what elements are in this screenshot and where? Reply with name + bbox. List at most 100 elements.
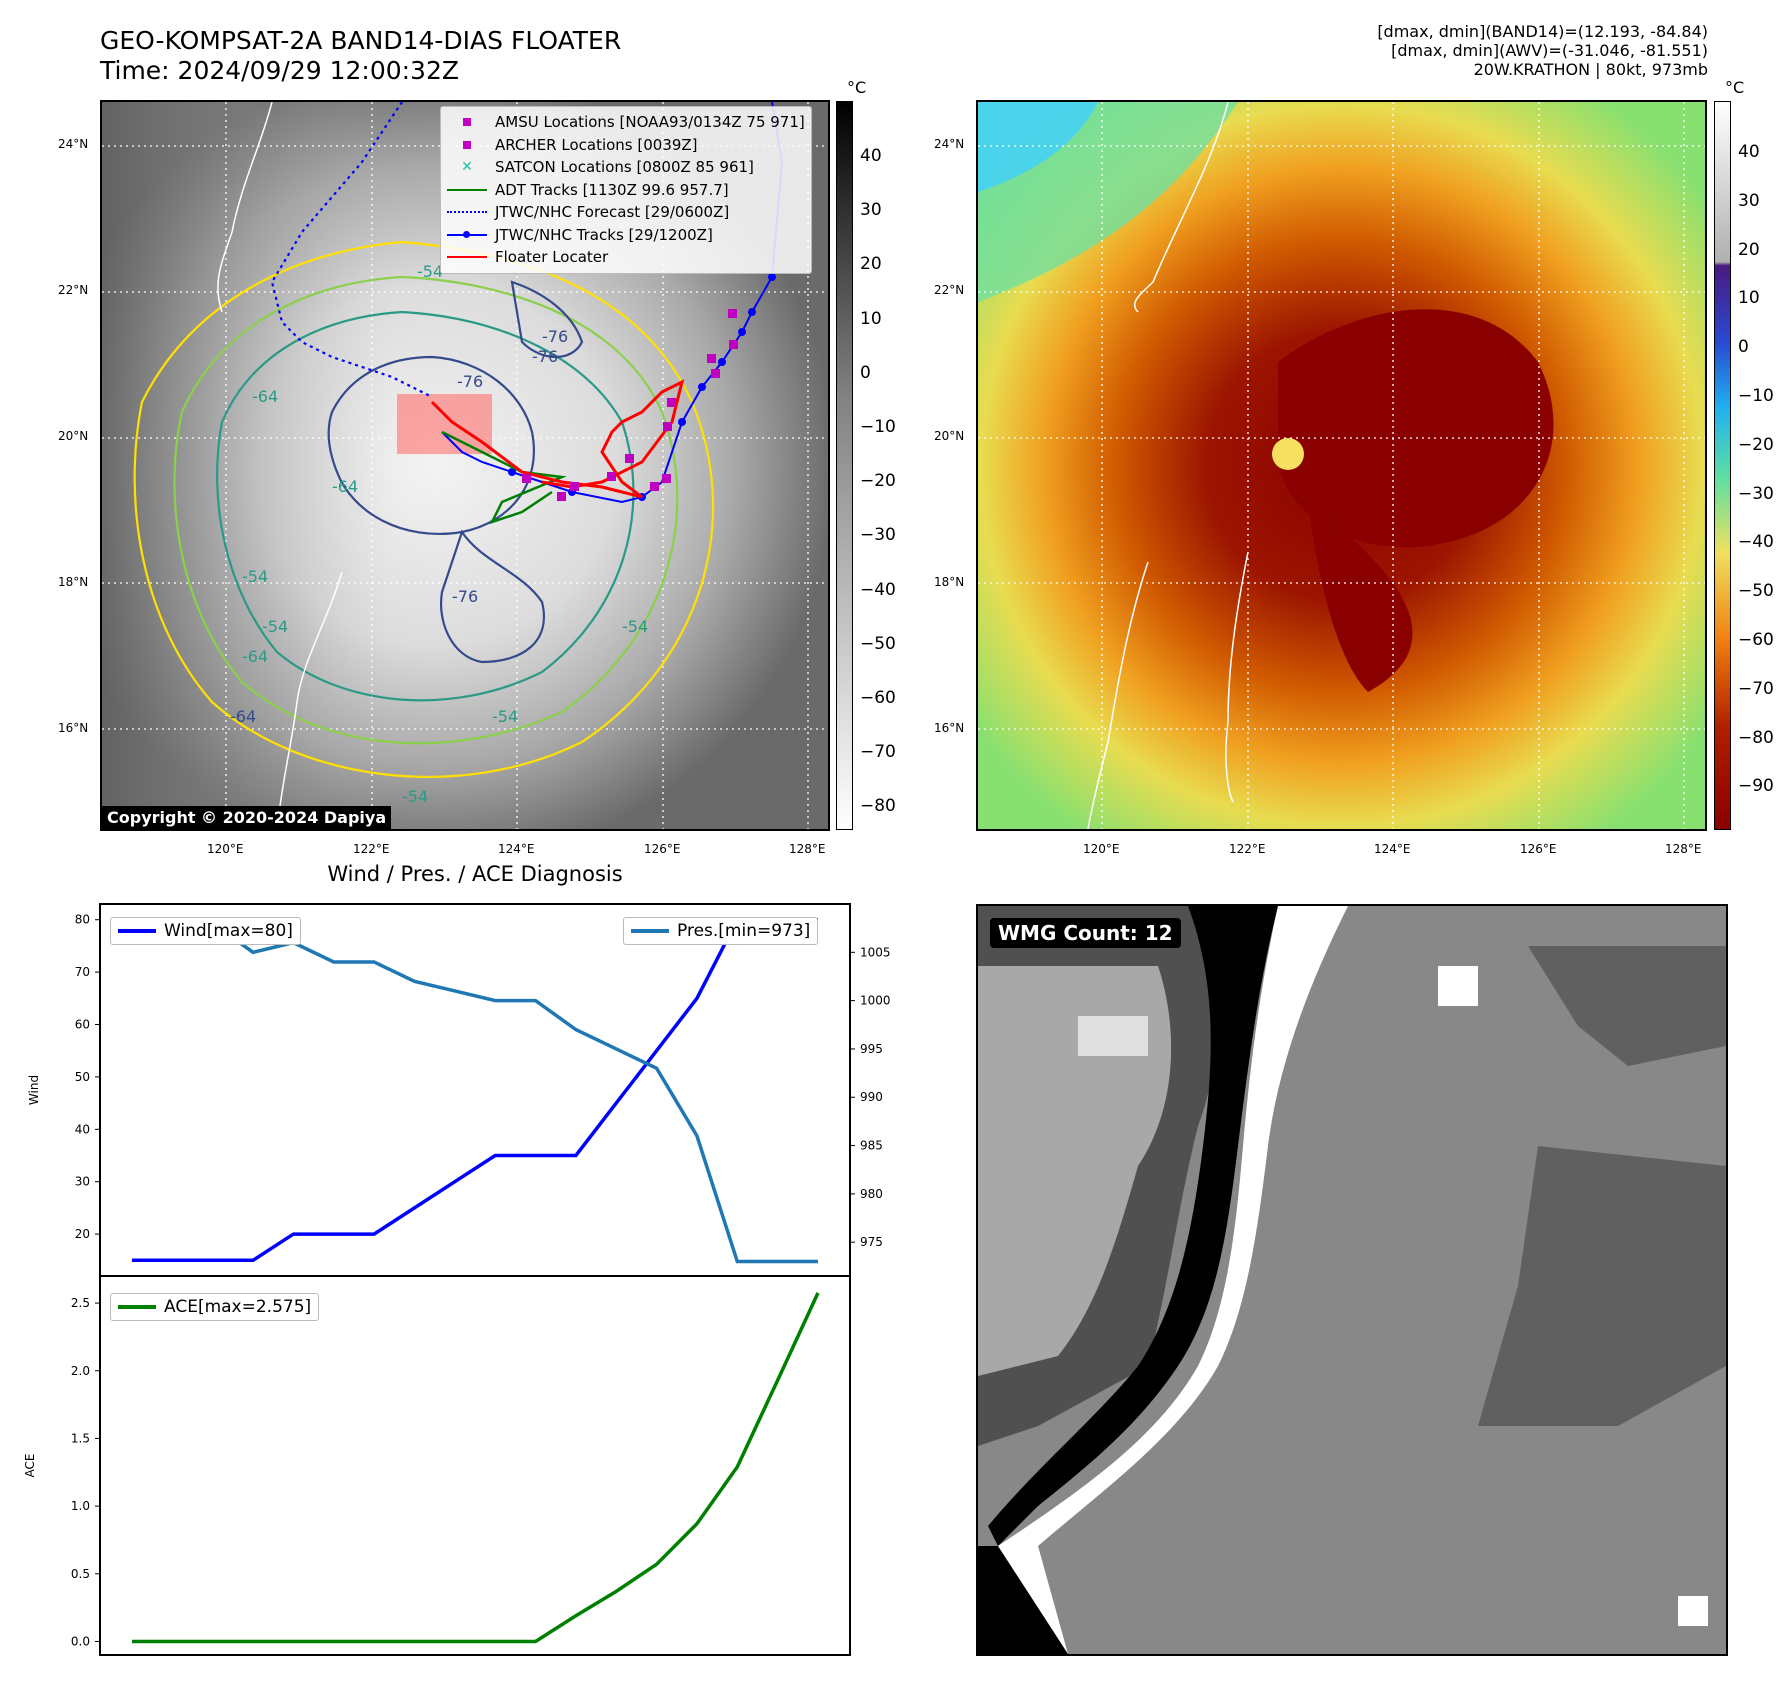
legend-row-adt: ADT Tracks [1130Z 99.6 957.7] [447,179,805,202]
contour-label: -54 [242,567,268,586]
diagnosis-title: Wind / Pres. / ACE Diagnosis [327,862,623,886]
diagnosis-chart: 20 30 40 50 60 70 80 975 980 985 990 995 1000 1005 Win… [23,903,891,1656]
wmg-white-band [978,906,1348,1654]
info-line1: [dmax, dmin](BAND14)=(12.193, -84.84) [1377,22,1708,41]
colorbar2-tick: −90 [1738,776,1774,797]
pressure-legend: Pres.[min=973] [623,917,819,945]
colorbar2-tick: −30 [1738,483,1774,504]
pressure-tick-label: 975 [860,1235,883,1249]
legend-row-tracks: JTWC/NHC Tracks [29/1200Z] [447,224,805,247]
wmg-white-cell [1438,966,1478,1006]
ace-line-icon [118,1305,156,1309]
lat-label: 20°N [58,429,89,443]
wind-tick-label: 20 [75,1227,90,1241]
wind-tick-label: 60 [75,1018,90,1032]
wind-tick-label: 80 [75,913,90,927]
wind-tick-label: 40 [75,1122,90,1136]
ace-series-line [132,1292,820,1644]
awv-very-dry-region [978,102,1098,192]
colorbar2-tick: −50 [1738,581,1774,602]
lon-label: 120°E [1083,842,1120,856]
lon-label: 122°E [1229,842,1266,856]
jtwc-track [441,102,784,504]
wmg-svg [978,906,1726,1654]
contour-label: -54 [622,617,648,636]
ace-legend: ACE[max=2.575] [110,1293,320,1321]
pressure-tick-label: 995 [860,1042,883,1056]
contour-label: -76 [457,372,483,391]
lat-label: 16°N [58,721,89,735]
contour-label: -64 [252,387,278,406]
ace-frame [99,1275,851,1656]
line-marker-icon [447,183,487,197]
lat-label: 16°N [934,721,965,735]
ace-tick-label: 0.5 [71,1567,90,1581]
lat-label: 22°N [934,283,965,297]
contour-label: -54 [417,262,443,281]
contour-label: -54 [492,707,518,726]
colorbar1-tick: −30 [860,525,896,546]
lon-label: 126°E [1520,842,1557,856]
wmg-panel: WMG Count: 12 [976,904,1728,1656]
colorbar2-tick: −70 [1738,678,1774,699]
legend-row-forecast: JTWC/NHC Forecast [29/0600Z] [447,201,805,224]
floater-track [430,379,685,499]
wmg-bright-patch [1078,1016,1148,1056]
awv-gridlines [978,102,1705,829]
awv-coastlines [1087,102,1249,829]
colorbar2-tick: 30 [1738,190,1760,211]
legend-row-satcon: ✕ SATCON Locations [0800Z 85 961] [447,156,805,179]
colorbar1-tick: −10 [860,417,896,437]
wmg-black-band [988,906,1278,1546]
wind-series-line [132,917,818,1263]
ace-tick-label: 1.0 [71,1499,90,1513]
colorbar1-tick: −40 [860,579,896,600]
wind-tick-label: 50 [75,1070,90,1084]
wmg-count-label: WMG Count: 12 [990,918,1181,948]
lon-label: 122°E [353,842,390,856]
ir-contours [133,240,715,778]
wind-pressure-frame [99,903,851,1277]
ir-coastlines [217,102,343,829]
colorbar1-tick: 40 [860,146,882,166]
info-block: [dmax, dmin](BAND14)=(12.193, -84.84) [d… [1377,22,1708,79]
colorbar2-tick: 40 [1738,142,1760,162]
lon-label: 120°E [207,842,244,856]
colorbar2-tick: −10 [1738,386,1774,406]
colorbar1-tick: 20 [860,254,882,275]
floater-box [397,394,492,454]
square-marker-icon [447,115,487,129]
info-line2: [dmax, dmin](AWV)=(-31.046, -81.551) [1391,41,1708,60]
ace-axis-label: ACE [23,1454,37,1478]
amsu-archer-points [522,309,738,501]
lon-label: 128°E [789,842,826,856]
colorbar1-tick: 30 [860,200,882,221]
colorbar1-tick: 10 [860,308,882,329]
contour-label: -64 [242,647,268,666]
contour-label: -54 [262,617,288,636]
colorbar1-tick: 0 [860,362,871,383]
legend-row-archer: ARCHER Locations [0039Z] [447,134,805,157]
adt-track [441,430,567,525]
colorbar1-tick: −50 [860,633,896,654]
wmg-black-corner [978,1546,1068,1654]
ir-map-panel: -54 -64 -76 -76 -76 -64 -54 -64 -54 -64 … [100,100,830,831]
wmg-light-region [978,966,1172,1376]
colorbar2-tick: −60 [1738,630,1774,650]
colorbar1-tick: −60 [860,688,896,708]
lon-label: 124°E [1374,842,1411,856]
colorbar2-tick: 10 [1738,288,1760,309]
colorbar2-unit: °C [1725,78,1745,97]
awv-map-svg [978,102,1705,829]
pressure-tick-label: 985 [860,1139,883,1153]
x-marker-icon: ✕ [461,159,473,176]
line-dot-icon [447,228,487,242]
colorbar1-tick: −20 [860,471,896,492]
square-marker-icon [447,138,487,152]
lon-label: 128°E [1665,842,1702,856]
colorbar2-tick: 20 [1738,239,1760,260]
figure-title: GEO-KOMPSAT-2A BAND14-DIAS FLOATER Time:… [100,26,621,86]
contour-label: -64 [332,477,358,496]
colorbar2-tick: −80 [1738,727,1774,748]
dotted-line-icon [447,205,487,219]
